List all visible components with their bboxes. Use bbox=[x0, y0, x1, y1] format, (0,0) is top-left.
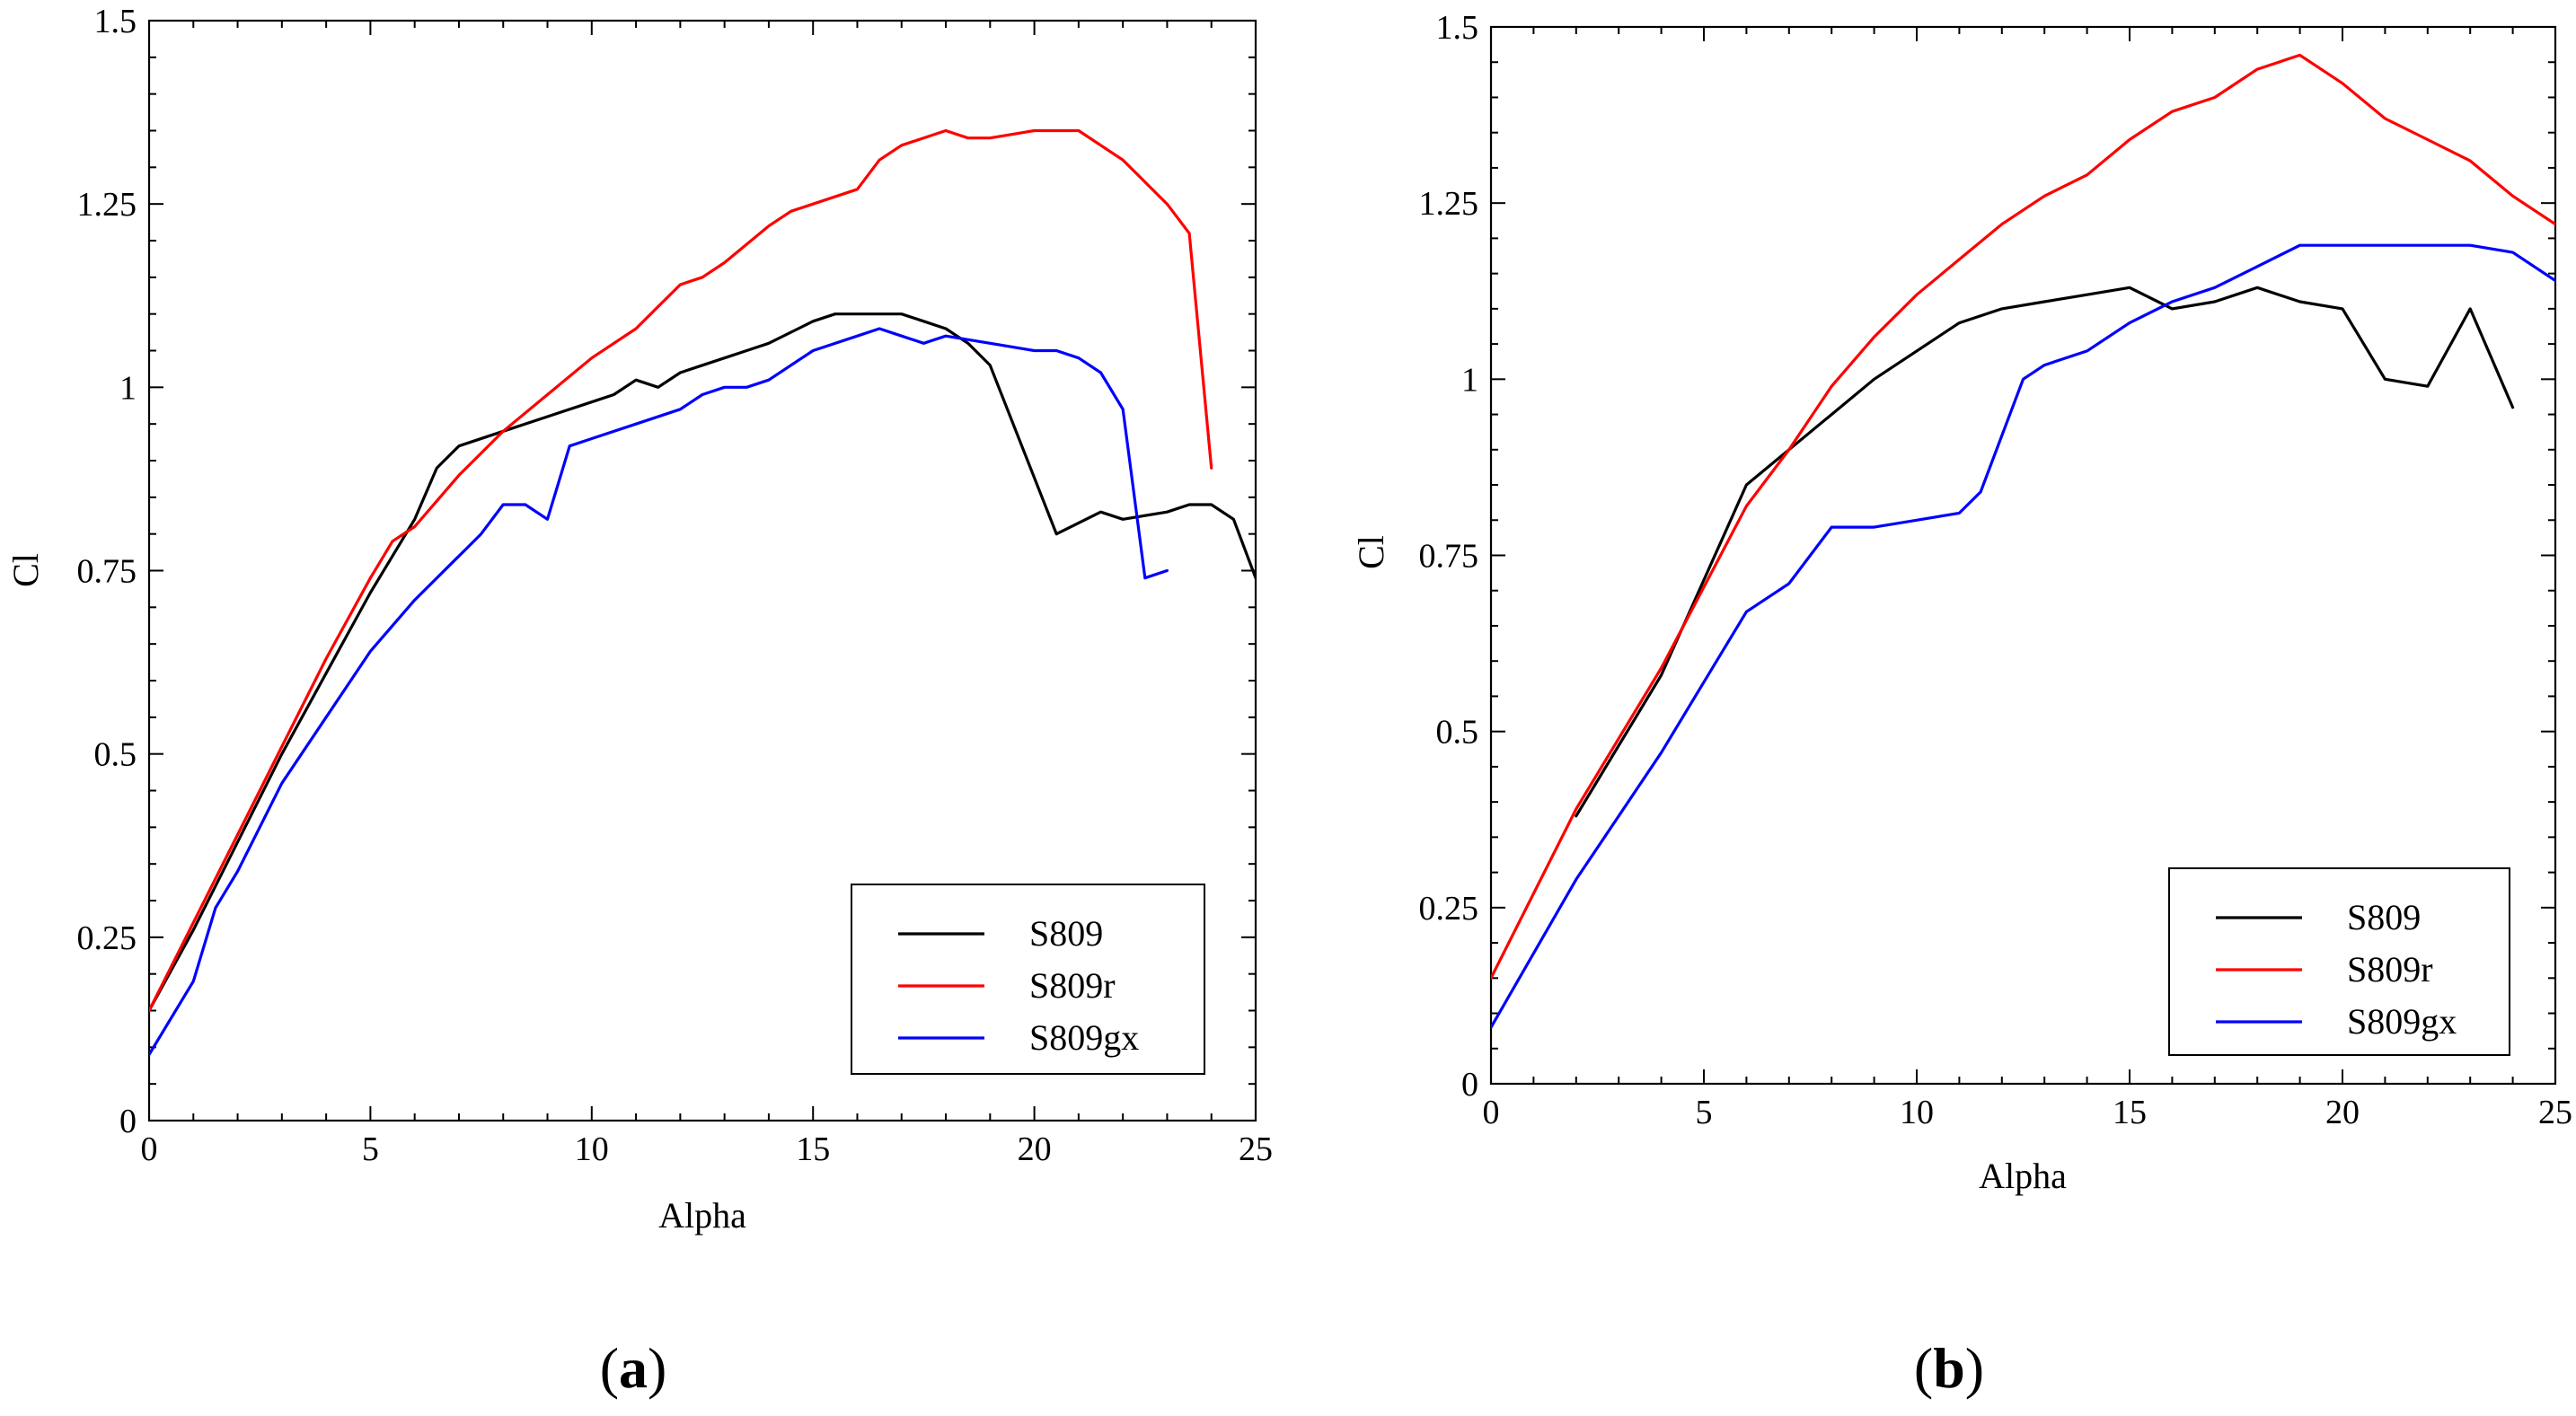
y-tick-label: 1.25 bbox=[1419, 185, 1479, 223]
x-axis-title: Alpha bbox=[1979, 1156, 2067, 1196]
y-tick-label: 1.25 bbox=[77, 186, 137, 224]
x-tick-label: 25 bbox=[2538, 1094, 2572, 1131]
panel-label: (a) bbox=[600, 1336, 667, 1400]
panel-label: (b) bbox=[1914, 1336, 1984, 1400]
chart-panel-a: 0 5 10 15 20 25 0 0.25 0.5 0.75 1 1.25 1.5 Alpha Cl S80… bbox=[5, 3, 1273, 1400]
y-tick-label: 0.25 bbox=[77, 919, 137, 957]
y-tick-label: 0 bbox=[119, 1103, 137, 1140]
x-axis-title: Alpha bbox=[658, 1195, 746, 1236]
series-line-s809r bbox=[149, 128, 1213, 1013]
y-tick-label: 0.5 bbox=[94, 736, 137, 774]
x-tick-label: 15 bbox=[796, 1130, 830, 1168]
legend-box bbox=[851, 884, 1205, 1075]
x-tick-label: 10 bbox=[575, 1130, 609, 1168]
x-tick-label: 15 bbox=[2113, 1094, 2147, 1131]
x-tick-label: 0 bbox=[141, 1130, 158, 1168]
series-line-s809 bbox=[1575, 286, 2515, 818]
y-tick-label: 0 bbox=[1461, 1066, 1478, 1104]
y-tick-label: 0.5 bbox=[1436, 714, 1479, 752]
x-tick-label: 20 bbox=[2325, 1094, 2360, 1131]
y-tick-label: 0.25 bbox=[1419, 890, 1479, 928]
y-tick-label: 1 bbox=[119, 369, 137, 407]
y-tick-label: 1.5 bbox=[1436, 9, 1479, 47]
series-line-s809gx bbox=[149, 327, 1169, 1057]
x-tick-label: 5 bbox=[362, 1130, 379, 1168]
x-tick-label: 20 bbox=[1018, 1130, 1052, 1168]
x-tick-label: 0 bbox=[1483, 1094, 1500, 1131]
y-axis-title: Cl bbox=[1351, 535, 1391, 569]
y-tick-label: 1 bbox=[1461, 361, 1478, 399]
legend-label: S809gx bbox=[2347, 1001, 2457, 1042]
y-tick-label: 1.5 bbox=[94, 3, 137, 40]
legend-label: S809 bbox=[1029, 913, 1103, 954]
legend-label: S809 bbox=[2347, 897, 2421, 937]
x-tick-label: 5 bbox=[1696, 1094, 1713, 1131]
y-tick-label: 0.75 bbox=[77, 553, 137, 591]
series-line-s809 bbox=[149, 312, 1256, 1013]
y-axis-title: Cl bbox=[5, 553, 46, 587]
series-line-s809r bbox=[1491, 53, 2555, 980]
chart-panel-b: 0 5 10 15 20 25 0 0.25 0.5 0.75 1 1.25 1.5 Alpha Cl S80… bbox=[1351, 9, 2572, 1400]
legend-label: S809r bbox=[2347, 949, 2433, 989]
x-tick-label: 10 bbox=[1900, 1094, 1934, 1131]
legend-box bbox=[2168, 867, 2510, 1056]
legend-label: S809gx bbox=[1029, 1017, 1139, 1058]
series-line-s809gx bbox=[1491, 243, 2555, 1029]
legend-label: S809r bbox=[1029, 965, 1116, 1006]
x-tick-label: 25 bbox=[1239, 1130, 1273, 1168]
y-tick-label: 0.75 bbox=[1419, 538, 1479, 576]
